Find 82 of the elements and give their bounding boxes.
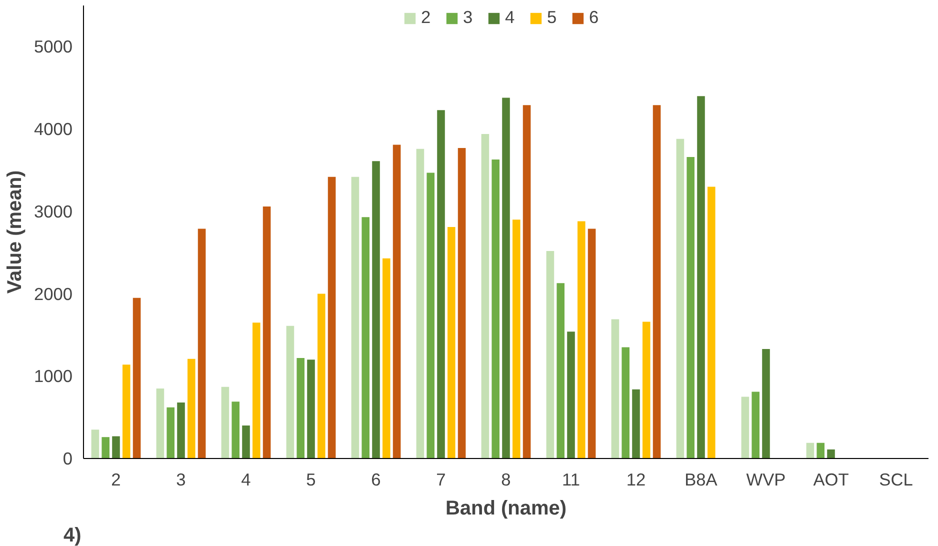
bar	[448, 227, 456, 458]
bar	[188, 358, 196, 458]
x-tick-label: WVP	[746, 470, 786, 490]
bar	[372, 161, 380, 458]
x-tick-label: B8A	[684, 470, 718, 490]
bar	[816, 442, 824, 458]
bar	[588, 228, 596, 458]
bar	[426, 172, 434, 458]
x-tick-label: 6	[371, 470, 381, 490]
bar	[676, 138, 684, 458]
bar	[286, 326, 294, 458]
bar	[392, 144, 401, 458]
bar	[351, 176, 360, 458]
bar	[122, 364, 130, 458]
bar	[262, 206, 271, 458]
bar	[622, 347, 630, 458]
bar	[112, 436, 120, 458]
bar	[686, 157, 694, 458]
x-tick-label: 12	[626, 470, 646, 490]
bar	[232, 402, 240, 458]
bar	[642, 322, 650, 458]
legend-label: 6	[589, 7, 600, 28]
bar	[481, 134, 490, 458]
x-tick-label: 3	[176, 470, 186, 490]
bar	[458, 148, 466, 458]
bar	[611, 319, 620, 458]
bar	[522, 105, 531, 458]
y-tick-label: 5000	[34, 36, 73, 57]
bar	[156, 388, 164, 458]
bar	[307, 360, 315, 458]
bar	[827, 449, 835, 458]
bar	[242, 426, 250, 458]
bar	[198, 228, 206, 458]
bar	[132, 298, 141, 458]
bar	[752, 392, 760, 458]
bar	[296, 358, 304, 458]
bar	[437, 110, 445, 458]
bar	[708, 186, 716, 458]
bar	[578, 221, 586, 458]
bar	[567, 332, 575, 458]
bar	[416, 148, 424, 458]
y-tick-label: 1000	[34, 366, 73, 386]
x-axis-title: Band (name)	[445, 498, 567, 520]
bar	[318, 294, 326, 458]
y-tick-label: 4000	[34, 119, 73, 140]
bar	[362, 217, 370, 458]
bar	[102, 437, 110, 458]
bar	[221, 386, 230, 458]
bar	[546, 250, 554, 458]
legend-label: 4	[505, 7, 516, 28]
bar	[741, 396, 750, 458]
bar	[502, 98, 510, 458]
y-tick-label: 0	[62, 448, 73, 468]
bar	[91, 430, 100, 458]
y-tick-label: 3000	[34, 201, 73, 222]
legend-label: 3	[463, 7, 474, 28]
bar	[806, 442, 814, 458]
bar	[166, 407, 174, 458]
bar	[252, 322, 260, 458]
bar	[512, 220, 520, 458]
x-tick-label: 11	[562, 470, 580, 490]
x-tick-label: 2	[111, 470, 121, 490]
y-axis-title: Value (mean)	[4, 170, 26, 294]
bar	[492, 160, 500, 458]
x-tick-label: AOT	[813, 470, 850, 490]
x-tick-label: 5	[306, 470, 316, 490]
bar	[177, 402, 185, 458]
bar	[382, 258, 390, 458]
x-tick-label: 7	[436, 470, 446, 490]
text: 4)	[64, 524, 82, 546]
x-tick-label: 8	[501, 470, 511, 490]
bar	[632, 389, 640, 458]
bar	[328, 176, 336, 458]
legend-label: 5	[547, 7, 558, 28]
bar	[762, 348, 770, 458]
y-tick-label: 2000	[34, 284, 73, 304]
x-tick-label: SCL	[879, 470, 914, 490]
bar	[556, 283, 564, 458]
bar	[652, 105, 661, 458]
bar	[697, 96, 705, 458]
legend-label: 2	[421, 7, 432, 28]
x-tick-label: 4	[241, 470, 252, 490]
